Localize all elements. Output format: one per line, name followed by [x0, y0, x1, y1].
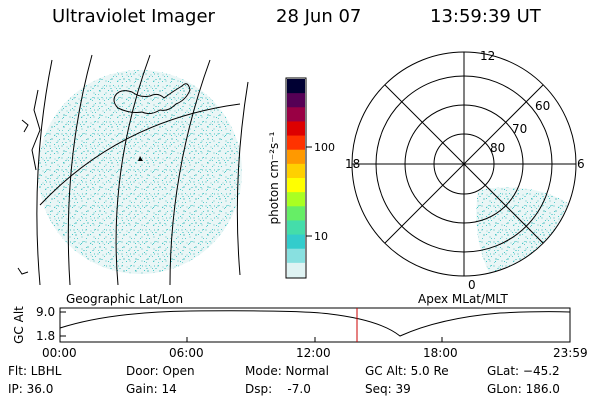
- mode-info: Mode: Normal: [245, 364, 329, 378]
- graticule-lines: [36, 54, 249, 286]
- mlt-label-12: 12: [480, 49, 495, 63]
- door-info: Door: Open: [126, 364, 195, 378]
- coastline: [17, 83, 191, 275]
- mlat-label-80: 80: [490, 141, 505, 155]
- alt-xtick-2359: 23:59: [553, 346, 588, 360]
- observation-time: 13:59:39 UT: [430, 6, 541, 27]
- gain-info: Gain: 14: [126, 382, 177, 396]
- apex-projection-label: Apex MLat/MLT: [418, 292, 508, 306]
- colorbar-segment: [287, 149, 305, 165]
- alt-xtick-0600: 06:00: [169, 346, 204, 360]
- colorbar-segment: [287, 93, 305, 108]
- instrument-title: Ultraviolet Imager: [52, 6, 215, 27]
- colorbar-label-10: 10: [314, 230, 328, 243]
- subsatellite-marker: [138, 156, 143, 161]
- colorbar-segment: [287, 220, 305, 236]
- geographic-image: [17, 54, 249, 286]
- colorbar-segment: [287, 234, 305, 250]
- mlat-label-70: 70: [512, 122, 527, 136]
- colorbar: 100 10 photon cm⁻²s⁻¹: [267, 77, 335, 279]
- alt-xtick-0000: 00:00: [42, 346, 77, 360]
- glat-info: GLat: −45.2: [487, 364, 560, 378]
- alt-xtick-1200: 12:00: [296, 346, 331, 360]
- alt-ytick-1-8: 1.8: [36, 329, 55, 343]
- colorbar-segment: [287, 107, 305, 122]
- mlt-label-6: 6: [577, 157, 585, 171]
- seq-info: Seq: 39: [365, 382, 411, 396]
- altitude-curve: [59, 310, 571, 337]
- colorbar-segment: [287, 163, 305, 179]
- colorbar-segment: [287, 178, 305, 193]
- ip-info: IP: 36.0: [8, 382, 54, 396]
- colorbar-unit-label: photon cm⁻²s⁻¹: [267, 131, 281, 224]
- filter-info: Flt: LBHL: [8, 364, 62, 378]
- mlt-label-18: 18: [345, 157, 360, 171]
- polar-plot: 12 18 6 0 60 70 80: [345, 49, 585, 292]
- geo-projection-label: Geographic Lat/Lon: [66, 292, 183, 306]
- alt-xtick-1800: 18:00: [423, 346, 458, 360]
- alt-ytick-9: 9.0: [36, 305, 55, 319]
- colorbar-segment: [287, 135, 305, 151]
- alt-ylabel: GC Alt: [12, 306, 26, 344]
- colorbar-segment: [287, 79, 305, 94]
- dsp-info: Dsp: -7.0: [245, 382, 311, 396]
- observation-date: 28 Jun 07: [276, 6, 362, 27]
- colorbar-label-100: 100: [314, 141, 335, 154]
- colorbar-segment: [287, 206, 305, 221]
- altitude-plot: 9.0 1.8 GC Alt 00:00 06:00 12:00 18:00 2…: [12, 305, 588, 360]
- colorbar-segment: [287, 121, 305, 137]
- glon-info: GLon: 186.0: [487, 382, 560, 396]
- colorbar-segment: [287, 262, 305, 278]
- mlat-label-60: 60: [535, 99, 550, 113]
- mlt-label-0: 0: [468, 278, 476, 292]
- colorbar-segment: [287, 248, 305, 264]
- colorbar-segment: [287, 192, 305, 207]
- gc-alt-info: GC Alt: 5.0 Re: [365, 364, 449, 378]
